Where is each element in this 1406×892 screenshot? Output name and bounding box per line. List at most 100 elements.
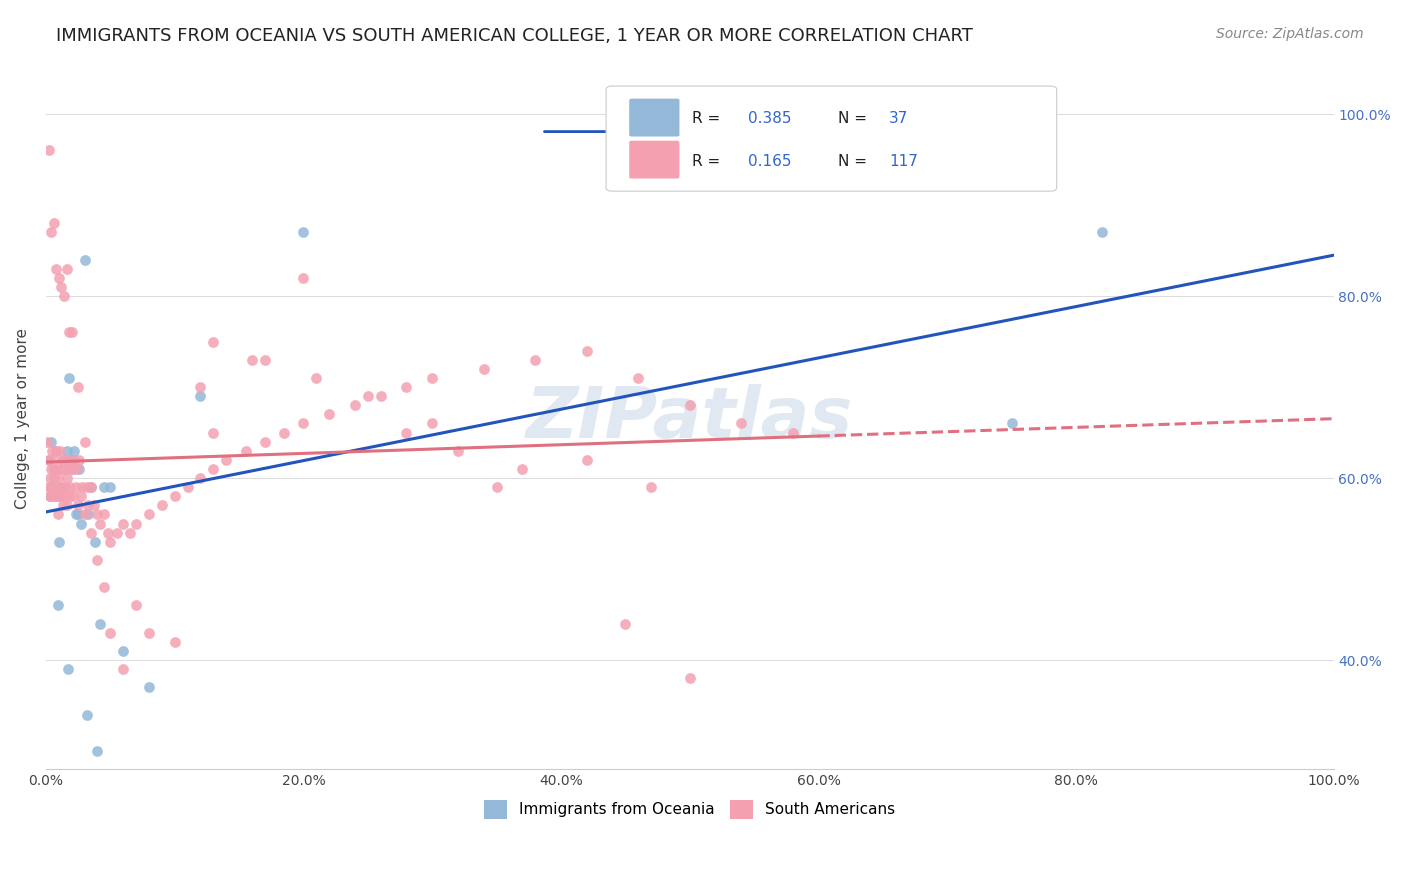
Point — [67, 499, 90, 513]
Point — [343, 398, 366, 412]
Point — [62, 462, 84, 476]
Point — [202, 334, 225, 349]
Point — [190, 471, 212, 485]
Point — [55, 443, 77, 458]
Point — [98, 625, 121, 640]
Point — [45, 480, 67, 494]
Point — [42, 453, 65, 467]
Point — [65, 508, 87, 522]
Point — [512, 462, 534, 476]
Point — [59, 480, 82, 494]
Text: N =: N = — [838, 112, 868, 127]
Point — [52, 453, 75, 467]
Point — [39, 462, 62, 476]
Point — [38, 453, 60, 467]
Point — [58, 371, 80, 385]
Point — [55, 499, 77, 513]
Point — [163, 489, 186, 503]
Point — [51, 280, 73, 294]
Point — [235, 443, 257, 458]
Text: IMMIGRANTS FROM OCEANIA VS SOUTH AMERICAN COLLEGE, 1 YEAR OR MORE CORRELATION CH: IMMIGRANTS FROM OCEANIA VS SOUTH AMERICA… — [56, 27, 973, 45]
Point — [575, 453, 598, 467]
Point — [614, 616, 637, 631]
Point — [38, 489, 60, 503]
Point — [63, 443, 86, 458]
Text: 117: 117 — [890, 153, 918, 169]
Point — [730, 417, 752, 431]
Point — [67, 508, 90, 522]
Point — [51, 462, 73, 476]
Text: Source: ZipAtlas.com: Source: ZipAtlas.com — [1216, 27, 1364, 41]
Point — [45, 261, 67, 276]
Point — [58, 489, 80, 503]
Point — [46, 508, 69, 522]
Point — [575, 343, 598, 358]
Point — [38, 480, 60, 494]
Point — [89, 516, 111, 531]
Point — [395, 425, 418, 440]
Point — [125, 599, 148, 613]
Point — [83, 534, 105, 549]
Point — [76, 707, 98, 722]
Point — [41, 489, 63, 503]
Point — [60, 326, 83, 340]
Point — [51, 480, 73, 494]
Point — [105, 525, 128, 540]
Point — [38, 144, 60, 158]
Point — [420, 417, 443, 431]
Text: R =: R = — [692, 153, 720, 169]
Point — [42, 471, 65, 485]
Point — [55, 471, 77, 485]
Point — [42, 216, 65, 230]
Point — [53, 462, 76, 476]
Point — [45, 443, 67, 458]
Text: N =: N = — [838, 153, 868, 169]
Point — [150, 499, 173, 513]
Point — [48, 534, 70, 549]
Point — [679, 671, 702, 685]
Point — [118, 525, 141, 540]
Point — [41, 480, 63, 494]
Point — [273, 425, 295, 440]
Point — [292, 225, 315, 239]
Point — [38, 489, 60, 503]
Point — [253, 352, 276, 367]
Point — [48, 270, 70, 285]
Point — [112, 662, 135, 676]
Point — [93, 480, 115, 494]
Text: ZIPatlas: ZIPatlas — [526, 384, 853, 453]
Point — [53, 489, 76, 503]
Text: 0.385: 0.385 — [748, 112, 792, 127]
Point — [215, 453, 238, 467]
Point — [370, 389, 392, 403]
Point — [1001, 417, 1024, 431]
Point — [679, 398, 702, 412]
Point — [56, 462, 79, 476]
Point — [86, 744, 108, 758]
Y-axis label: College, 1 year or more: College, 1 year or more — [15, 328, 30, 509]
Point — [86, 508, 108, 522]
Point — [190, 380, 212, 394]
Point — [53, 480, 76, 494]
Point — [138, 625, 160, 640]
Point — [93, 508, 115, 522]
Point — [138, 508, 160, 522]
Point — [62, 489, 84, 503]
FancyBboxPatch shape — [606, 86, 1057, 191]
Point — [73, 508, 96, 522]
FancyBboxPatch shape — [630, 99, 679, 136]
Point — [52, 453, 75, 467]
Point — [69, 462, 91, 476]
Point — [112, 644, 135, 658]
Point — [202, 462, 225, 476]
Point — [83, 499, 105, 513]
Point — [39, 225, 62, 239]
Point — [52, 499, 75, 513]
Point — [66, 462, 89, 476]
Point — [42, 462, 65, 476]
Point — [69, 453, 91, 467]
Point — [640, 480, 662, 494]
Point — [1091, 225, 1114, 239]
Point — [80, 480, 103, 494]
Point — [69, 489, 91, 503]
